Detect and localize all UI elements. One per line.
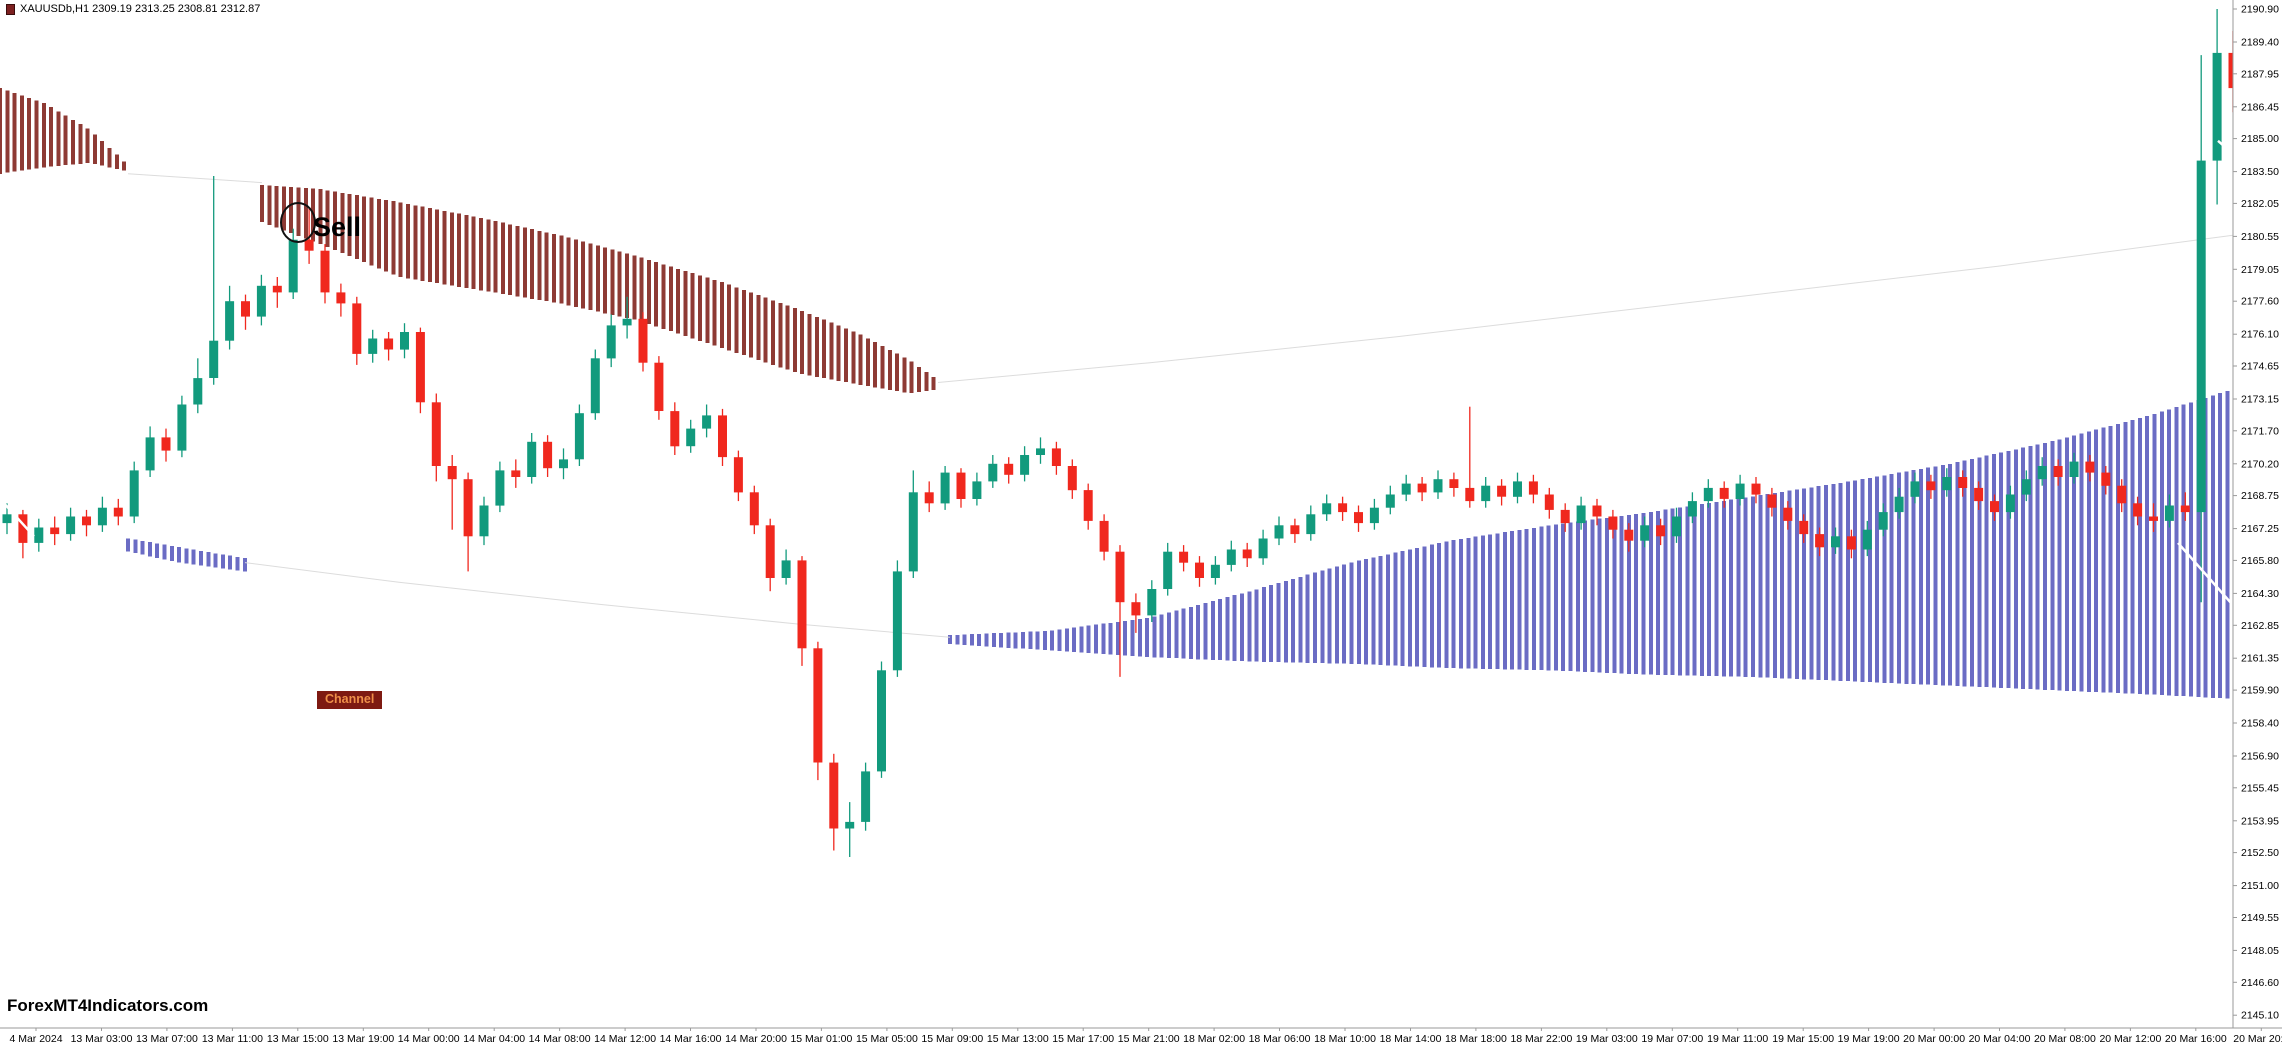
white-signal-line — [0, 139, 2233, 608]
svg-text:14 Mar 00:00: 14 Mar 00:00 — [398, 1033, 460, 1044]
svg-text:2165.80: 2165.80 — [2241, 555, 2279, 567]
svg-text:2174.65: 2174.65 — [2241, 361, 2279, 373]
svg-text:20 Mar 20:0: 20 Mar 20:0 — [2233, 1033, 2282, 1044]
svg-text:2153.95: 2153.95 — [2241, 815, 2279, 827]
svg-text:18 Mar 22:00: 18 Mar 22:00 — [1510, 1033, 1572, 1044]
channel-guide-lines — [127, 173, 2233, 638]
svg-text:19 Mar 15:00: 19 Mar 15:00 — [1772, 1033, 1834, 1044]
svg-text:15 Mar 13:00: 15 Mar 13:00 — [987, 1033, 1049, 1044]
svg-text:18 Mar 02:00: 18 Mar 02:00 — [1183, 1033, 1245, 1044]
svg-text:2161.35: 2161.35 — [2241, 653, 2279, 665]
svg-text:14 Mar 12:00: 14 Mar 12:00 — [594, 1033, 656, 1044]
svg-text:2156.90: 2156.90 — [2241, 751, 2279, 763]
svg-text:18 Mar 14:00: 18 Mar 14:00 — [1380, 1033, 1442, 1044]
svg-text:2180.55: 2180.55 — [2241, 231, 2279, 243]
svg-text:14 Mar 04:00: 14 Mar 04:00 — [463, 1033, 525, 1044]
svg-text:2187.95: 2187.95 — [2241, 68, 2279, 80]
lower-channel-band — [126, 390, 2230, 699]
svg-text:2171.70: 2171.70 — [2241, 425, 2279, 437]
svg-text:2177.60: 2177.60 — [2241, 296, 2279, 308]
svg-text:18 Mar 10:00: 18 Mar 10:00 — [1314, 1033, 1376, 1044]
upper-channel-band — [0, 88, 936, 394]
svg-text:13 Mar 07:00: 13 Mar 07:00 — [136, 1033, 198, 1044]
svg-text:2146.60: 2146.60 — [2241, 977, 2279, 989]
svg-text:2170.20: 2170.20 — [2241, 458, 2279, 470]
sell-signal-label: Sell — [313, 212, 362, 242]
svg-text:15 Mar 01:00: 15 Mar 01:00 — [790, 1033, 852, 1044]
sell-signal-circle — [280, 202, 316, 243]
svg-text:20 Mar 12:00: 20 Mar 12:00 — [2099, 1033, 2161, 1044]
svg-text:2152.50: 2152.50 — [2241, 847, 2279, 859]
svg-text:2162.85: 2162.85 — [2241, 620, 2279, 632]
svg-text:15 Mar 17:00: 15 Mar 17:00 — [1052, 1033, 1114, 1044]
svg-text:2158.40: 2158.40 — [2241, 718, 2279, 730]
svg-text:19 Mar 07:00: 19 Mar 07:00 — [1641, 1033, 1703, 1044]
symbol-ohlc-text: XAUUSDb,H1 2309.19 2313.25 2308.81 2312.… — [20, 3, 261, 15]
svg-text:2189.40: 2189.40 — [2241, 37, 2279, 49]
svg-text:2190.90: 2190.90 — [2241, 4, 2279, 16]
svg-text:19 Mar 11:00: 19 Mar 11:00 — [1707, 1033, 1768, 1044]
svg-text:13 Mar 11:00: 13 Mar 11:00 — [202, 1033, 263, 1044]
svg-text:2179.05: 2179.05 — [2241, 264, 2279, 276]
svg-text:4 Mar 2024: 4 Mar 2024 — [9, 1033, 62, 1044]
svg-text:19 Mar 03:00: 19 Mar 03:00 — [1576, 1033, 1638, 1044]
svg-text:2155.45: 2155.45 — [2241, 782, 2279, 794]
indicator-name-tag: Channel — [317, 691, 383, 709]
symbol-icon — [6, 3, 15, 15]
svg-text:20 Mar 04:00: 20 Mar 04:00 — [1969, 1033, 2031, 1044]
svg-text:15 Mar 05:00: 15 Mar 05:00 — [856, 1033, 918, 1044]
svg-text:2145.10: 2145.10 — [2241, 1010, 2279, 1022]
svg-text:2151.00: 2151.00 — [2241, 880, 2279, 892]
svg-text:2168.75: 2168.75 — [2241, 490, 2279, 502]
svg-text:2173.15: 2173.15 — [2241, 394, 2279, 406]
candles-layer — [2, 9, 2233, 857]
svg-text:20 Mar 08:00: 20 Mar 08:00 — [2034, 1033, 2096, 1044]
svg-text:15 Mar 21:00: 15 Mar 21:00 — [1118, 1033, 1180, 1044]
svg-text:2148.05: 2148.05 — [2241, 945, 2279, 957]
svg-text:18 Mar 18:00: 18 Mar 18:00 — [1445, 1033, 1507, 1044]
svg-text:18 Mar 06:00: 18 Mar 06:00 — [1249, 1033, 1311, 1044]
svg-text:2182.05: 2182.05 — [2241, 198, 2279, 210]
svg-text:2183.50: 2183.50 — [2241, 166, 2279, 178]
svg-text:20 Mar 16:00: 20 Mar 16:00 — [2165, 1033, 2227, 1044]
svg-text:2186.45: 2186.45 — [2241, 101, 2279, 113]
svg-text:13 Mar 03:00: 13 Mar 03:00 — [71, 1033, 133, 1044]
svg-text:19 Mar 19:00: 19 Mar 19:00 — [1838, 1033, 1900, 1044]
svg-text:20 Mar 00:00: 20 Mar 00:00 — [1903, 1033, 1965, 1044]
symbol-info-bar: XAUUSDb,H1 2309.19 2313.25 2308.81 2312.… — [6, 3, 260, 15]
svg-text:2164.30: 2164.30 — [2241, 588, 2279, 600]
svg-text:14 Mar 16:00: 14 Mar 16:00 — [660, 1033, 722, 1044]
svg-text:13 Mar 19:00: 13 Mar 19:00 — [332, 1033, 394, 1044]
svg-text:2149.55: 2149.55 — [2241, 912, 2279, 924]
price-axis[interactable]: 2190.90 2189.40 2187.95 2186.45 2185.00 2183.… — [2233, 4, 2279, 1022]
svg-text:15 Mar 09:00: 15 Mar 09:00 — [921, 1033, 983, 1044]
svg-text:2159.90: 2159.90 — [2241, 685, 2279, 697]
plot-area — [0, 9, 2233, 857]
site-watermark: ForexMT4Indicators.com — [7, 996, 209, 1015]
svg-text:13 Mar 15:00: 13 Mar 15:00 — [267, 1033, 329, 1044]
svg-text:14 Mar 08:00: 14 Mar 08:00 — [529, 1033, 591, 1044]
svg-text:14 Mar 20:00: 14 Mar 20:00 — [725, 1033, 787, 1044]
time-axis[interactable]: 4 Mar 2024 13 Mar 03:00 13 Mar 07:00 13 Mar… — [9, 1028, 2282, 1044]
svg-text:2176.10: 2176.10 — [2241, 329, 2279, 341]
svg-text:2167.25: 2167.25 — [2241, 523, 2279, 535]
svg-text:2185.00: 2185.00 — [2241, 133, 2279, 145]
